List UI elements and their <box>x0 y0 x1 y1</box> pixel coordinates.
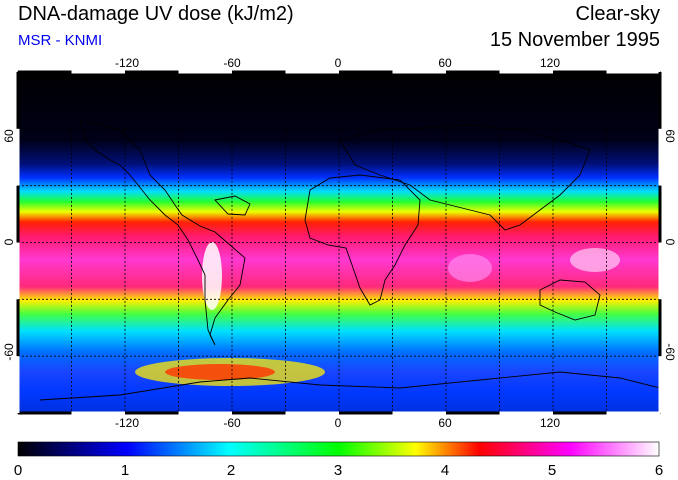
eurasia-coast <box>339 124 591 231</box>
colorbar-tick-label: 6 <box>655 462 663 479</box>
lon-tick-label: 0 <box>335 416 342 430</box>
colorbar-tick-label: 3 <box>334 462 342 479</box>
lat-tick-label: 60 <box>2 129 16 143</box>
island-coast <box>214 195 251 216</box>
lon-tick-label: 60 <box>438 56 452 70</box>
lon-ticks-bottom: -120 -60 0 60 120 <box>115 416 560 430</box>
coastlines <box>39 119 660 401</box>
graticule <box>18 128 660 413</box>
lat-tick-label: -60 <box>2 343 16 361</box>
lon-tick-label: 0 <box>335 56 342 70</box>
map-source: MSR - KNMI <box>18 32 103 49</box>
sky-condition: Clear-sky <box>575 3 660 25</box>
colorbar-ticks: 0 1 2 3 4 5 6 <box>14 462 663 479</box>
lon-tick-label: -60 <box>223 56 241 70</box>
map-date: 15 November 1995 <box>489 29 660 51</box>
ozone-hole-uv-core <box>165 364 275 380</box>
lon-tick-label: 120 <box>540 56 560 70</box>
lon-tick-label: 60 <box>438 416 452 430</box>
frame-ticks <box>16 70 662 415</box>
andes-high-uv <box>202 242 222 310</box>
hotspot-uv <box>448 254 492 282</box>
australia-coast <box>539 279 601 321</box>
colorbar <box>17 441 660 457</box>
colorbar-tick-label: 4 <box>441 462 449 479</box>
colorbar-tick-label: 5 <box>548 462 556 479</box>
map-title: DNA-damage UV dose (kJ/m2) <box>18 3 294 25</box>
antarctica-coast <box>39 371 660 401</box>
lon-tick-label: -120 <box>115 416 139 430</box>
lat-tick-label: 0 <box>663 239 677 246</box>
lat-tick-label: -60 <box>663 343 677 361</box>
lon-tick-label: -60 <box>223 416 241 430</box>
americas-coast <box>79 119 246 346</box>
hotspot-uv <box>570 248 620 272</box>
lat-tick-label: 60 <box>663 129 677 143</box>
lat-ticks-left: 60 0 -60 <box>2 129 16 361</box>
colorbar-tick-label: 0 <box>14 462 22 479</box>
lat-ticks-right: 60 0 -60 <box>663 129 677 361</box>
map-field <box>18 72 660 413</box>
colorbar-tick-label: 2 <box>227 462 235 479</box>
colorbar-tick-label: 1 <box>121 462 129 479</box>
lon-tick-label: -120 <box>115 56 139 70</box>
lon-ticks-top: -120 -60 0 60 120 <box>115 56 560 70</box>
lat-tick-label: 0 <box>2 238 16 245</box>
lon-tick-label: 120 <box>540 416 560 430</box>
